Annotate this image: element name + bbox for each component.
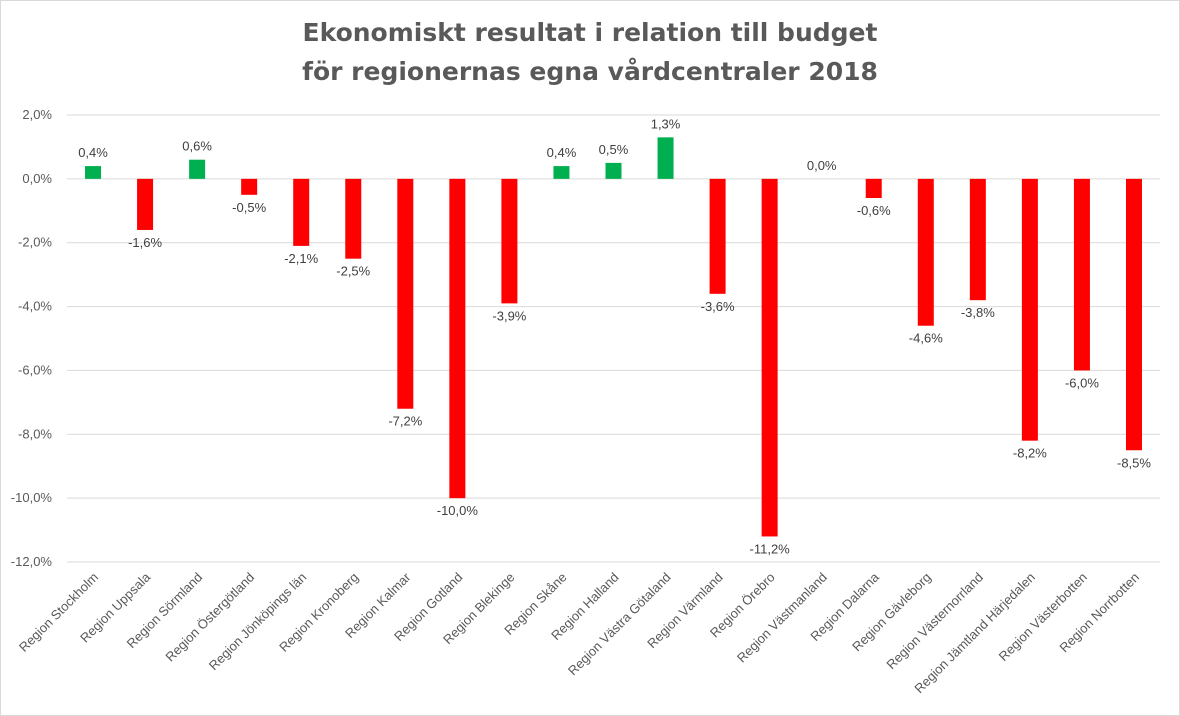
bar — [1125, 178, 1142, 451]
bar — [1073, 178, 1090, 371]
x-tick-label: Region Västernorrland — [883, 570, 986, 673]
gridlines — [67, 114, 1160, 563]
bar — [449, 178, 466, 499]
y-tick-label: 0,0% — [22, 171, 52, 186]
bar — [605, 162, 622, 179]
data-label: -8,2% — [1013, 446, 1047, 461]
bar — [241, 178, 258, 195]
y-tick-label: -2,0% — [18, 235, 52, 250]
bar — [137, 178, 154, 230]
data-label: 0,4% — [78, 145, 108, 160]
y-axis: 2,0% 0,0% -2,0% -4,0% -6,0% -8,0% -10,0% -12,0% — [11, 107, 53, 569]
data-label: -2,1% — [284, 251, 318, 266]
chart-title-line-2: för regionernas egna vårdcentraler 2018 — [302, 57, 878, 86]
data-label: -0,5% — [232, 200, 266, 215]
data-label: -10,0% — [437, 503, 479, 518]
bar — [85, 166, 102, 179]
x-tick-label: Region Jönköpings län — [206, 570, 310, 674]
data-label: -2,5% — [336, 264, 370, 279]
data-label: 0,4% — [547, 145, 577, 160]
x-tick-label: Region Västra Götaland — [565, 570, 674, 679]
y-tick-label: -10,0% — [11, 490, 53, 505]
x-tick-label: Region Västerbotten — [996, 570, 1090, 664]
bars — [85, 137, 1142, 537]
bar — [501, 178, 518, 304]
data-label: -4,6% — [909, 331, 943, 346]
data-label: -3,9% — [492, 308, 526, 323]
bar — [1021, 178, 1038, 441]
data-label: 0,0% — [807, 158, 837, 173]
data-label: -7,2% — [388, 414, 422, 429]
data-label: -1,6% — [128, 235, 162, 250]
x-tick-label: Region Västmanland — [734, 570, 830, 666]
y-tick-label: -6,0% — [18, 362, 52, 377]
data-labels: 0,4% -1,6% 0,6% -0,5% -2,1% -2,5% -7,2% -10,0% -… — [78, 116, 1151, 556]
bar — [189, 159, 206, 179]
data-label: -8,5% — [1117, 455, 1151, 470]
bar — [293, 178, 310, 246]
bar — [917, 178, 934, 326]
y-tick-label: -4,0% — [18, 299, 52, 314]
data-label: 0,6% — [182, 139, 212, 154]
bar — [969, 178, 986, 301]
data-label: -3,6% — [701, 299, 735, 314]
data-label: -3,8% — [961, 305, 995, 320]
y-tick-label: -12,0% — [11, 554, 53, 569]
data-label: -0,6% — [857, 203, 891, 218]
bar — [345, 178, 362, 259]
data-label: 0,5% — [599, 142, 629, 157]
y-tick-label: -8,0% — [18, 426, 52, 441]
bar — [761, 178, 778, 537]
data-label: -11,2% — [750, 541, 791, 556]
bar — [657, 137, 674, 179]
data-label: -6,0% — [1065, 375, 1099, 390]
bar — [553, 166, 570, 179]
bar — [709, 178, 726, 294]
x-tick-label: Region Östergötland — [162, 570, 257, 665]
chart-title-line-1: Ekonomiskt resultat i relation till budg… — [302, 18, 878, 47]
bar — [865, 178, 882, 199]
y-tick-label: 2,0% — [22, 107, 52, 122]
bar — [397, 178, 414, 409]
data-label: 1,3% — [651, 116, 681, 131]
